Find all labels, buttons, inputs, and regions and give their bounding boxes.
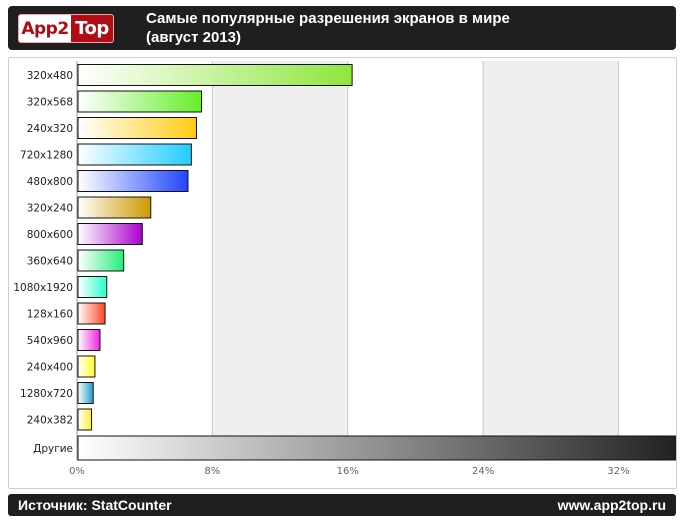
logo-text-left: App2 [19, 15, 71, 42]
category-label: 360x640 [27, 256, 73, 268]
bar-chart: 0% 8% 16% 24% 32% 320x480 320x568 240x320 720x12… [13, 61, 676, 477]
bar-720x1280[interactable] [77, 143, 192, 166]
chart-title-line-1: Самые популярные разрешения экранов в ми… [146, 10, 510, 27]
category-label: 540x960 [27, 335, 73, 347]
x-tick-label: 0% [69, 466, 85, 477]
header-bar: App2 Top Самые популярные разрешения экр… [8, 6, 676, 50]
category-label: 480x800 [27, 176, 73, 188]
chart-title: Самые популярные разрешения экранов в ми… [146, 9, 666, 47]
bar-480x800[interactable] [77, 170, 189, 192]
category-label: 240x400 [27, 362, 73, 374]
category-label: Другие [33, 443, 73, 455]
bar-360x640[interactable] [77, 249, 125, 272]
bar-240x400[interactable] [77, 355, 96, 378]
category-label: 128x160 [27, 309, 73, 321]
bar-240x382[interactable] [77, 408, 93, 431]
site-link[interactable]: www.app2top.ru [557, 497, 666, 513]
bar-Другие[interactable] [77, 435, 676, 461]
category-label: 320x480 [27, 70, 73, 82]
source-label: Источник: StatCounter [18, 497, 172, 513]
category-label: 800x600 [27, 229, 73, 241]
bar-320x240[interactable] [77, 196, 152, 219]
app2top-logo[interactable]: App2 Top [18, 14, 114, 43]
x-tick-label: 24% [472, 466, 494, 477]
x-tick-label: 16% [337, 466, 359, 477]
category-label: 720x1280 [20, 150, 73, 162]
chart-frame: 0% 8% 16% 24% 32% 320x480 320x568 240x320 720x12… [8, 57, 677, 489]
category-label: 320x568 [27, 97, 73, 109]
bar-1280x720[interactable] [77, 382, 94, 404]
footer-bar: Источник: StatCounter www.app2top.ru [8, 494, 676, 516]
bar-320x480[interactable] [77, 64, 353, 86]
category-label: 240x382 [27, 415, 73, 427]
category-label: 240x320 [27, 123, 73, 135]
logo-text-right: Top [75, 18, 109, 39]
category-label: 1080x1920 [13, 282, 73, 294]
bar-1080x1920[interactable] [77, 276, 108, 298]
category-label: 320x240 [27, 203, 73, 215]
bar-240x320[interactable] [77, 117, 197, 139]
bar-540x960[interactable] [77, 329, 101, 351]
bar-800x600[interactable] [77, 223, 143, 245]
bar-320x568[interactable] [77, 90, 203, 113]
chart-title-line-2: (август 2013) [146, 29, 241, 46]
category-label: 1280x720 [20, 388, 73, 400]
x-tick-label: 8% [204, 466, 220, 477]
x-tick-label: 32% [607, 466, 629, 477]
bar-128x160[interactable] [77, 302, 106, 325]
